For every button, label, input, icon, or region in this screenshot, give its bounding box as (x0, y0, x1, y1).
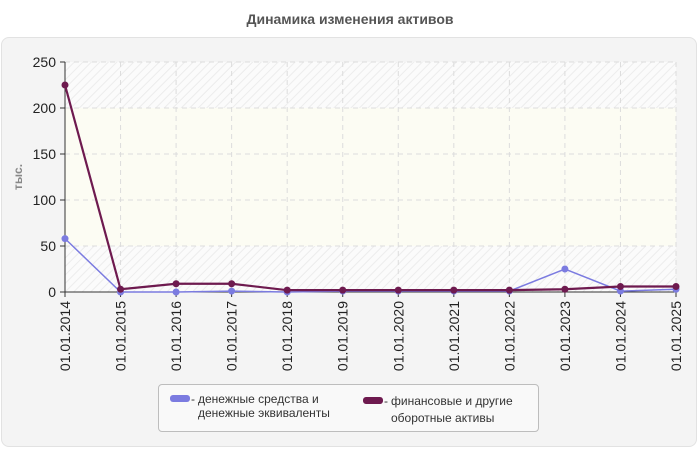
data-point[interactable] (450, 286, 458, 294)
data-point[interactable] (561, 285, 569, 293)
data-point[interactable] (505, 286, 513, 294)
data-point[interactable] (172, 288, 180, 296)
y-axis-tick-labels: 0 50 100 150 200 250 (33, 54, 57, 300)
legend-swatch-financial-assets (363, 397, 383, 404)
x-tick-label: 01.01.2021 (446, 301, 462, 371)
data-point[interactable] (117, 285, 125, 293)
data-point[interactable] (61, 235, 69, 243)
data-point[interactable] (394, 286, 402, 294)
x-tick-label: 01.01.2024 (612, 301, 628, 371)
legend-label-financial-assets: финансовые и другие оборотные активы (391, 394, 513, 425)
x-tick-label: 01.01.2018 (279, 301, 295, 371)
data-point[interactable] (172, 280, 180, 288)
y-tick-label: 50 (40, 238, 56, 254)
legend-label-cash: денежные средства и денежные эквиваленты (198, 392, 330, 420)
legend: - денежные средства и денежные эквивалент… (158, 384, 539, 432)
x-tick-label: 01.01.2025 (668, 301, 684, 371)
data-point[interactable] (616, 282, 624, 290)
x-tick-label: 01.01.2017 (224, 301, 240, 371)
data-point[interactable] (228, 280, 236, 288)
legend-swatch-cash (170, 395, 190, 402)
y-tick-label: 150 (33, 146, 57, 162)
x-tick-label: 01.01.2020 (390, 301, 406, 371)
data-point[interactable] (283, 286, 291, 294)
data-point[interactable] (561, 265, 569, 273)
x-tick-label: 01.01.2023 (557, 301, 573, 371)
data-point[interactable] (339, 286, 347, 294)
y-tick-label: 200 (33, 100, 57, 116)
y-tick-label: 0 (48, 284, 56, 300)
x-tick-label: 01.01.2014 (57, 301, 73, 371)
gridlines (65, 61, 677, 292)
y-tick-label: 250 (33, 54, 57, 70)
y-tick-label: 100 (33, 192, 57, 208)
data-point[interactable] (61, 81, 69, 89)
plot-background (65, 62, 676, 292)
x-tick-label: 01.01.2016 (168, 301, 184, 371)
x-tick-label: 01.01.2015 (113, 301, 129, 371)
y-axis-label: тыс. (11, 164, 25, 190)
series-financial-assets (61, 81, 680, 294)
chart-title: Динамика изменения активов (246, 11, 454, 27)
series-lines (61, 81, 680, 296)
legend-dash: - (384, 394, 388, 408)
data-point[interactable] (672, 282, 680, 290)
x-tick-label: 01.01.2022 (501, 301, 517, 371)
x-tick-label: 01.01.2019 (335, 301, 351, 371)
data-point[interactable] (228, 287, 236, 295)
x-axis-tick-labels: 01.01.2014 01.01.2015 01.01.2016 01.01.2017… (57, 301, 684, 371)
legend-dash: - (191, 392, 195, 406)
